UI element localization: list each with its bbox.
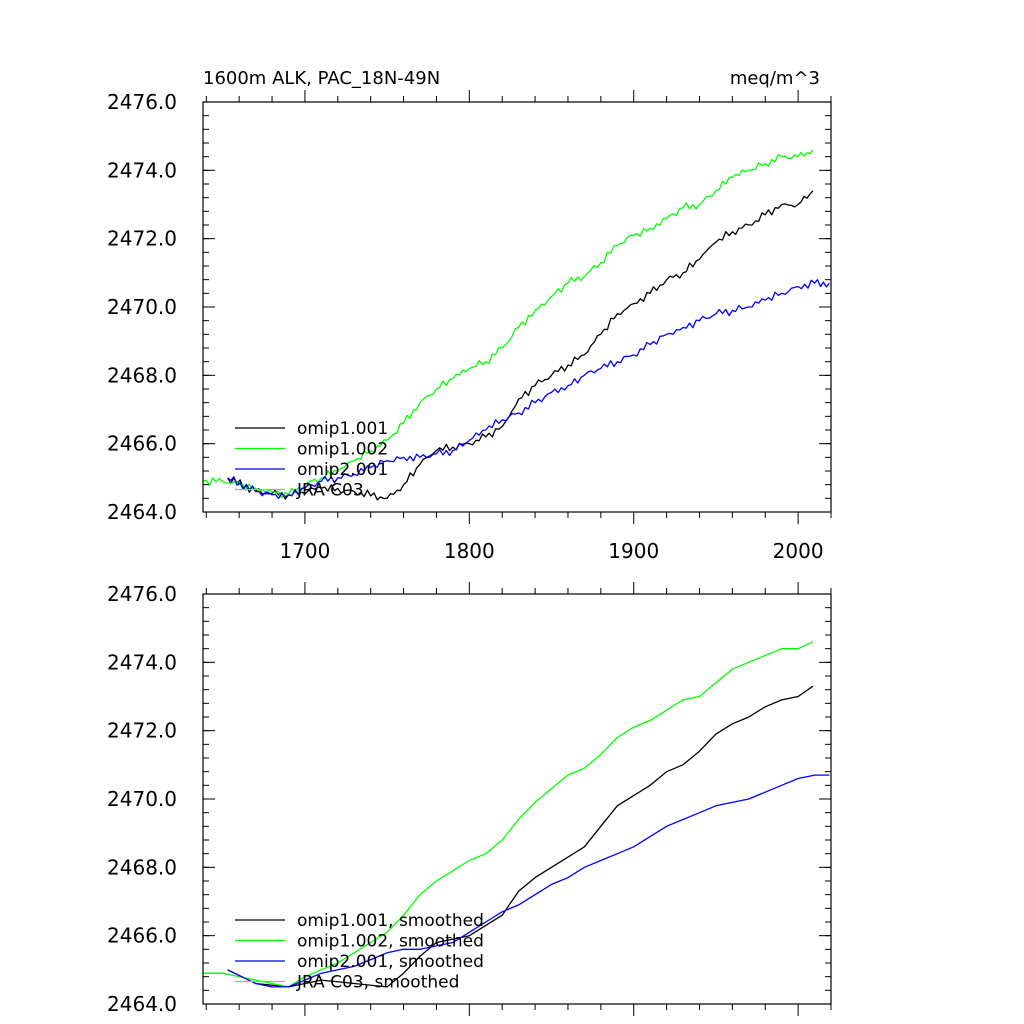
top-series-omip1-001: [227, 190, 814, 501]
top-x-tick-label: 1900: [608, 539, 659, 563]
top-x-tick-label: 2000: [773, 539, 824, 563]
top-chart-panel: 1600m ALK, PAC_18N-49N meq/m^3 omip1.001…: [107, 68, 832, 563]
top-legend-label-jra-c03: JRA C03: [296, 481, 364, 501]
bottom-legend-label-jra-c03-smoothed: JRA C03, smoothed: [296, 973, 459, 993]
top-y-tick-label: 2466.0: [107, 432, 177, 456]
bottom-y-tick-label: 2464.0: [107, 992, 177, 1016]
bottom-series-omip1-002-smoothed: [203, 641, 814, 988]
top-x-tick-label: 1800: [444, 539, 495, 563]
bottom-y-tick-label: 2466.0: [107, 924, 177, 948]
top-y-tick-label: 2476.0: [107, 90, 177, 114]
bottom-series-omip2-001-smoothed: [227, 774, 830, 988]
top-chart-title: 1600m ALK, PAC_18N-49N: [203, 68, 440, 89]
top-x-tick-label: 1700: [279, 539, 330, 563]
top-y-tick-label: 2470.0: [107, 295, 177, 319]
top-y-tick-label: 2464.0: [107, 500, 177, 524]
top-chart-units: meq/m^3: [730, 68, 820, 89]
bottom-legend-label-omip1-002-smoothed: omip1.002, smoothed: [297, 932, 484, 952]
top-legend-label-omip1-002: omip1.002: [297, 440, 388, 460]
bottom-legend-label-omip1-001-smoothed: omip1.001, smoothed: [297, 911, 484, 931]
top-legend-label-omip2-001: omip2.001: [297, 460, 388, 480]
top-series-omip1-002: [202, 149, 814, 499]
bottom-y-tick-label: 2470.0: [107, 787, 177, 811]
bottom-y-tick-label: 2474.0: [107, 650, 177, 674]
bottom-legend-label-omip2-001-smoothed: omip2.001, smoothed: [297, 952, 484, 972]
top-y-tick-label: 2472.0: [107, 227, 177, 251]
bottom-y-tick-label: 2468.0: [107, 855, 177, 879]
top-y-tick-label: 2468.0: [107, 363, 177, 387]
bottom-y-tick-label: 2472.0: [107, 719, 177, 743]
top-series-omip2-001: [227, 279, 830, 500]
bottom-y-tick-label: 2476.0: [107, 582, 177, 606]
top-y-tick-label: 2474.0: [107, 158, 177, 182]
top-legend-label-omip1-001: omip1.001: [297, 419, 388, 439]
bottom-series-omip1-001-smoothed: [227, 685, 814, 988]
